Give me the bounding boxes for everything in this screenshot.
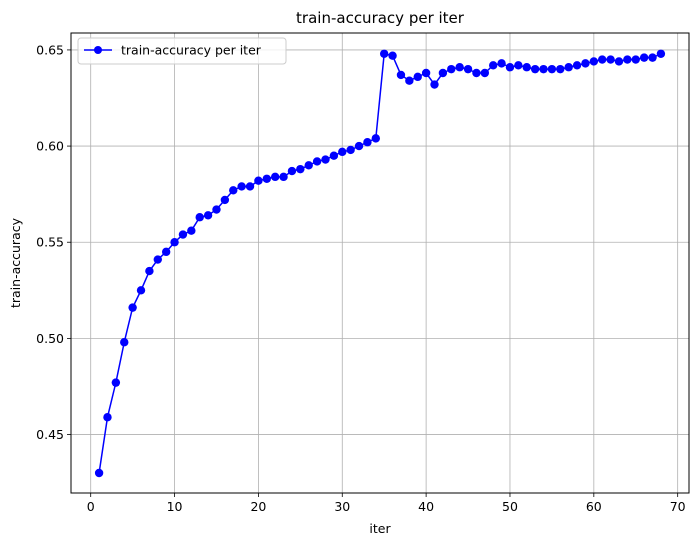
data-point <box>304 161 313 170</box>
data-point <box>229 186 238 195</box>
data-point <box>128 303 137 312</box>
data-point <box>572 61 582 70</box>
data-point <box>220 195 230 205</box>
x-tick-label: 40 <box>418 499 434 514</box>
data-point <box>472 68 481 78</box>
data-point <box>606 55 615 64</box>
data-point <box>514 61 523 70</box>
data-point <box>111 378 121 387</box>
data-point <box>170 238 179 247</box>
data-point <box>455 63 464 72</box>
data-point <box>203 211 213 220</box>
data-point <box>589 57 599 66</box>
data-point <box>556 64 565 74</box>
x-tick-label: 50 <box>502 499 518 514</box>
data-point <box>254 176 263 185</box>
data-point <box>212 205 221 214</box>
data-point <box>136 286 146 295</box>
legend-marker <box>94 46 102 54</box>
data-point <box>480 68 490 78</box>
chart-title: train-accuracy per iter <box>296 9 465 27</box>
data-point <box>187 226 196 235</box>
data-point <box>178 230 188 239</box>
data-point <box>363 138 372 147</box>
x-axis-label: iter <box>369 521 391 536</box>
data-point <box>287 166 297 176</box>
data-point <box>405 76 414 85</box>
y-tick-label: 0.65 <box>36 42 64 57</box>
data-point <box>656 49 666 58</box>
data-point <box>195 213 204 222</box>
legend: train-accuracy per iter <box>77 37 287 65</box>
data-point <box>279 172 288 182</box>
data-point <box>120 338 129 347</box>
data-point <box>438 68 448 78</box>
y-tick-label: 0.60 <box>36 139 64 154</box>
data-point <box>103 413 112 422</box>
data-point <box>296 164 305 174</box>
data-point <box>505 63 515 72</box>
data-point <box>463 64 473 74</box>
data-point <box>145 266 154 276</box>
data-point <box>153 255 162 264</box>
y-tick-label: 0.45 <box>36 427 64 442</box>
data-point <box>648 53 657 62</box>
data-point <box>237 182 246 191</box>
data-point <box>530 64 540 74</box>
data-point <box>388 51 397 60</box>
plot-frame <box>70 32 690 494</box>
data-point <box>338 147 347 157</box>
legend-label: train-accuracy per iter <box>121 43 262 58</box>
data-point <box>430 80 439 89</box>
data-point <box>522 63 531 72</box>
y-tick-label: 0.55 <box>36 235 64 250</box>
data-point <box>639 53 649 62</box>
x-tick-label: 30 <box>334 499 350 514</box>
data-point <box>346 145 355 155</box>
data-point <box>312 157 322 166</box>
x-tick-label: 20 <box>250 499 266 514</box>
data-point <box>94 468 104 478</box>
data-point <box>614 57 624 66</box>
data-point <box>379 49 389 58</box>
data-point <box>413 72 422 82</box>
data-point <box>270 172 280 182</box>
data-point <box>631 55 640 64</box>
ticks: 0 10 20 30 40 50 60 70 0.45 0.50 0.55 0.60 0.65 <box>36 42 686 514</box>
data-point <box>245 182 255 191</box>
x-tick-label: 0 <box>87 499 95 514</box>
data-point <box>489 61 498 70</box>
data-point <box>547 64 557 74</box>
data-point <box>396 70 406 80</box>
data-point <box>623 55 632 64</box>
data-point <box>161 247 171 257</box>
y-axis-label: train-accuracy <box>8 217 23 308</box>
data-point <box>329 151 339 160</box>
legend-box <box>77 37 287 65</box>
series-layer <box>94 49 666 478</box>
data-point <box>497 59 506 68</box>
data-point <box>262 174 271 183</box>
data-point <box>421 68 431 78</box>
data-point <box>539 64 548 74</box>
x-tick-label: 10 <box>167 499 183 514</box>
data-point <box>321 155 330 164</box>
x-tick-label: 60 <box>586 499 602 514</box>
data-point <box>447 64 456 74</box>
data-point <box>598 55 607 64</box>
data-point <box>371 134 381 143</box>
y-tick-label: 0.50 <box>36 331 64 346</box>
data-point <box>354 141 364 151</box>
data-point <box>564 63 573 72</box>
x-tick-label: 70 <box>670 499 686 514</box>
data-point <box>581 59 590 68</box>
